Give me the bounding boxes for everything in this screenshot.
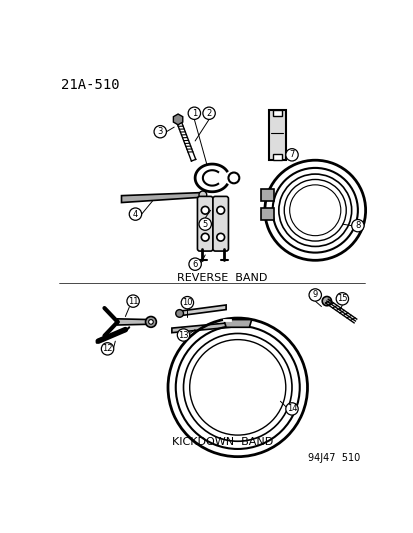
Circle shape xyxy=(145,317,156,327)
Circle shape xyxy=(127,295,139,308)
Text: 2: 2 xyxy=(206,109,211,118)
Polygon shape xyxy=(272,154,281,160)
Circle shape xyxy=(202,107,215,119)
Polygon shape xyxy=(260,208,273,220)
Circle shape xyxy=(177,329,189,341)
Circle shape xyxy=(199,218,211,230)
FancyBboxPatch shape xyxy=(212,196,228,251)
Circle shape xyxy=(216,233,224,241)
Text: 8: 8 xyxy=(354,221,360,230)
Circle shape xyxy=(154,126,166,138)
Polygon shape xyxy=(171,322,230,333)
Text: 6: 6 xyxy=(192,260,197,269)
Polygon shape xyxy=(179,305,225,316)
Text: 94J47  510: 94J47 510 xyxy=(307,453,359,463)
Text: 21A-510: 21A-510 xyxy=(61,78,119,92)
Polygon shape xyxy=(272,110,281,116)
Circle shape xyxy=(199,191,206,199)
Polygon shape xyxy=(223,320,251,327)
Circle shape xyxy=(101,343,114,355)
Circle shape xyxy=(181,296,193,309)
Polygon shape xyxy=(117,319,151,325)
Circle shape xyxy=(285,403,297,415)
Text: 4: 4 xyxy=(133,209,138,219)
Polygon shape xyxy=(268,110,285,160)
Circle shape xyxy=(351,220,363,232)
Circle shape xyxy=(188,258,201,270)
Text: 12: 12 xyxy=(102,344,112,353)
Circle shape xyxy=(176,310,183,317)
Text: 9: 9 xyxy=(312,290,317,300)
Text: REVERSE  BAND: REVERSE BAND xyxy=(177,273,267,284)
Polygon shape xyxy=(173,114,182,125)
Circle shape xyxy=(216,206,224,214)
Text: 3: 3 xyxy=(157,127,163,136)
Text: 13: 13 xyxy=(178,330,188,340)
Circle shape xyxy=(335,293,348,305)
Circle shape xyxy=(129,208,141,220)
Circle shape xyxy=(201,206,209,214)
Text: KICKDOWN  BAND: KICKDOWN BAND xyxy=(171,438,272,447)
Circle shape xyxy=(321,296,331,306)
Text: 1: 1 xyxy=(191,109,197,118)
Polygon shape xyxy=(121,192,202,203)
Text: 5: 5 xyxy=(202,220,207,229)
Circle shape xyxy=(188,107,200,119)
Text: 11: 11 xyxy=(128,297,138,305)
Circle shape xyxy=(148,320,153,324)
Circle shape xyxy=(285,149,297,161)
Text: 15: 15 xyxy=(336,294,347,303)
Text: 10: 10 xyxy=(182,298,192,307)
FancyBboxPatch shape xyxy=(197,196,212,251)
Polygon shape xyxy=(260,189,273,201)
Text: 14: 14 xyxy=(286,405,297,414)
Circle shape xyxy=(201,233,209,241)
Text: 7: 7 xyxy=(289,150,294,159)
Circle shape xyxy=(308,289,320,301)
